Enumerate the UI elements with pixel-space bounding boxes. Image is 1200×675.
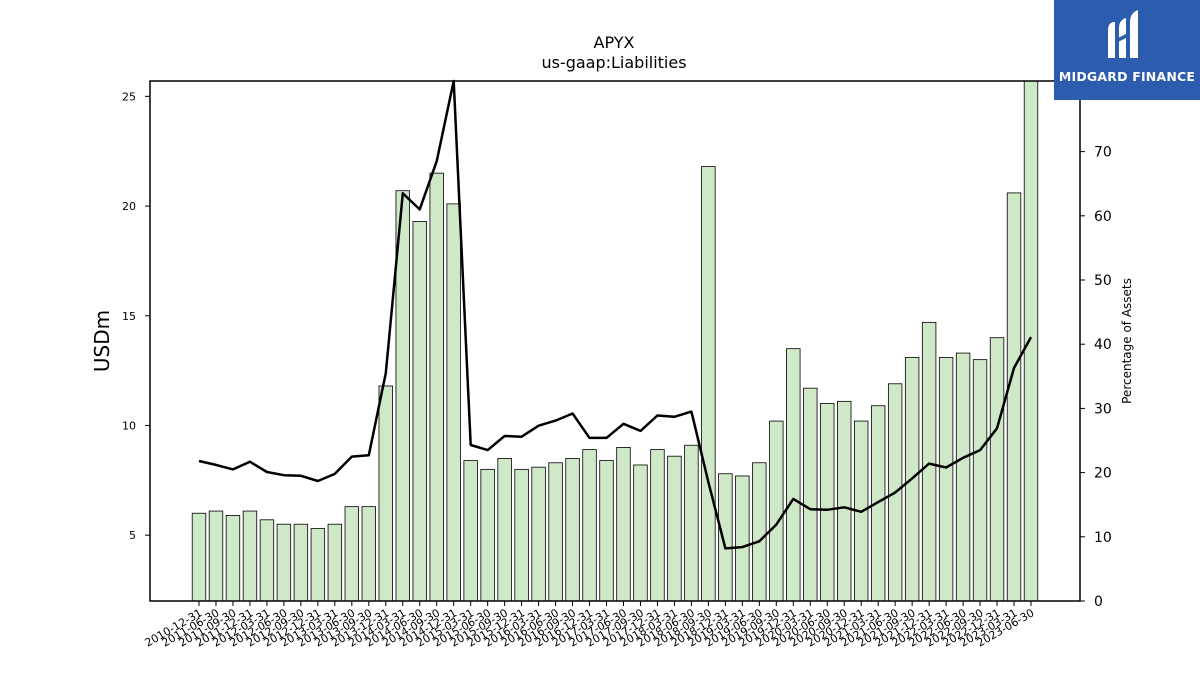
bar <box>616 447 631 602</box>
y-tick-label: 25 <box>122 90 136 103</box>
bar <box>565 457 580 602</box>
y-axis-label: USDm <box>90 310 114 372</box>
bar <box>225 515 241 602</box>
y-tick-label: 10 <box>122 419 136 432</box>
midgard-logo-icon <box>1108 10 1138 58</box>
bar <box>718 473 733 602</box>
bar <box>667 455 682 602</box>
y-tick-label: 15 <box>122 310 136 323</box>
y2-tick-label: 30 <box>1094 401 1112 417</box>
chart-subtitle: us-gaap:Liabilities <box>541 53 686 72</box>
chart-title: APYX <box>594 33 635 52</box>
bar <box>955 352 971 602</box>
bar <box>582 449 597 602</box>
bar <box>344 506 360 602</box>
plot-frame <box>149 80 1081 602</box>
bar <box>803 387 818 602</box>
bar <box>191 512 207 602</box>
bar <box>989 337 1005 602</box>
y2-tick-label: 20 <box>1094 466 1112 482</box>
bar <box>463 460 478 602</box>
bar <box>599 460 614 602</box>
bar <box>446 203 461 602</box>
bar <box>633 464 648 602</box>
bar <box>378 385 393 602</box>
bar <box>701 166 716 602</box>
bar <box>412 221 427 602</box>
bar <box>938 357 954 602</box>
y2-tick-label: 70 <box>1094 145 1112 161</box>
percentage-line <box>198 79 1033 550</box>
x-axis: 2010-12-312011-06-302011-09-302011-12-31… <box>143 601 1037 650</box>
bar <box>684 444 699 602</box>
bar <box>361 506 376 602</box>
bar <box>531 466 546 602</box>
bar <box>1006 192 1022 602</box>
bar <box>497 457 512 602</box>
bar <box>293 523 309 602</box>
bar <box>972 359 988 602</box>
y2-axis-label: Percentage of Assets <box>1120 278 1134 404</box>
logo-text: MIDGARD FINANCE <box>1058 69 1196 84</box>
bar <box>429 172 444 602</box>
bar <box>921 321 937 602</box>
y2-tick-label: 40 <box>1094 337 1112 353</box>
bar <box>769 420 784 602</box>
y-tick-label: 5 <box>129 529 136 542</box>
bar <box>242 510 258 602</box>
bar <box>820 403 835 602</box>
y2-tick-label: 10 <box>1094 530 1112 546</box>
bar <box>276 523 292 602</box>
bar <box>786 348 801 602</box>
logo: MIDGARD FINANCE <box>1054 0 1200 100</box>
bar <box>752 462 767 602</box>
y-axis-right: 0 10 20 30 40 50 60 70 <box>1080 145 1112 610</box>
y-axis-left: 5 10 15 20 25 <box>122 90 150 542</box>
bar <box>837 400 852 602</box>
bar <box>548 462 563 602</box>
y2-tick-label: 60 <box>1094 209 1112 225</box>
bar <box>259 519 275 602</box>
bar <box>480 468 495 602</box>
bar <box>327 523 343 602</box>
bar <box>650 449 665 602</box>
bar <box>735 475 750 602</box>
y-tick-label: 20 <box>122 200 136 213</box>
bar <box>208 510 224 602</box>
bar <box>310 528 326 602</box>
bar-group <box>191 80 1039 602</box>
line-group <box>198 79 1033 550</box>
bar <box>514 468 529 602</box>
bar <box>1023 80 1039 602</box>
y2-tick-label: 50 <box>1094 273 1112 289</box>
y2-tick-label: 0 <box>1094 594 1103 610</box>
